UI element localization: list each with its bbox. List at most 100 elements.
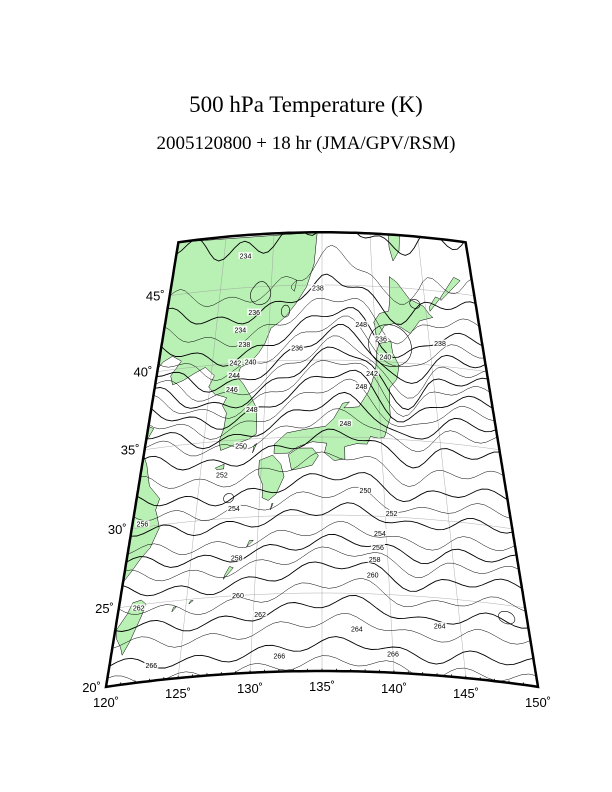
- contour-label: 266: [273, 653, 285, 660]
- contour-label-bg: [354, 320, 369, 328]
- contour-label-bg: [244, 405, 259, 413]
- contour-labels: 234 236 234 238 236 238 242 240 244 246 248 248 240 2…: [131, 252, 447, 670]
- isotherm: [140, 451, 504, 489]
- contour-label: 250: [235, 443, 247, 450]
- isotherm: [130, 502, 513, 537]
- parallel: [144, 436, 500, 450]
- isotherm: [124, 546, 519, 582]
- contour-label: 248: [356, 384, 368, 391]
- lon-tick-label: 130˚: [237, 681, 263, 696]
- contour-label: 244: [228, 373, 240, 380]
- isotherm: [156, 324, 486, 393]
- contour-label-bg: [358, 486, 373, 494]
- contour-label: 260: [232, 593, 244, 600]
- contour-label: 266: [145, 663, 157, 670]
- contour-label: 248: [355, 322, 367, 329]
- contour-label: 238: [239, 342, 251, 349]
- isotherm: [144, 408, 498, 457]
- contour-label: 234: [234, 327, 246, 334]
- contour-label-bg: [371, 543, 385, 551]
- isotherm: [109, 636, 534, 669]
- contour-label-bg: [144, 661, 159, 669]
- contour-label-bg: [310, 284, 325, 291]
- meridian: [369, 233, 395, 673]
- isotherm: [146, 391, 497, 450]
- contour-label-bg: [338, 419, 353, 427]
- isotherm: [136, 472, 508, 507]
- contour-label: 258: [369, 557, 381, 564]
- contour-label-bg: [354, 382, 369, 390]
- contour-label-bg: [234, 441, 249, 449]
- lon-tick-label: 125˚: [165, 686, 191, 701]
- lon-tick-label: 150˚: [525, 695, 551, 710]
- isotherm: [169, 244, 472, 307]
- isotherm: [155, 335, 487, 402]
- contour-label: 240: [245, 360, 257, 367]
- isotherm-loop: [498, 611, 516, 625]
- amami: [246, 539, 255, 547]
- contour-label-bg: [135, 520, 150, 528]
- contour-label-bg: [131, 604, 146, 612]
- contour-label: 234: [240, 254, 252, 261]
- isotherm: [154, 346, 488, 411]
- isotherm: [112, 613, 531, 649]
- tsushima: [252, 442, 258, 454]
- contour-label-bg: [243, 358, 258, 366]
- contour-label: 248: [339, 421, 351, 428]
- contour-label-bg: [224, 385, 239, 393]
- contour-label-bg: [229, 554, 244, 562]
- isotherm: [148, 378, 495, 440]
- contour-label: 262: [254, 612, 266, 619]
- lat-tick-label: 35˚: [121, 443, 140, 458]
- contour-label-bg: [378, 353, 393, 361]
- contour-label-bg: [365, 369, 379, 377]
- meridian: [177, 236, 227, 679]
- contour-label: 256: [372, 545, 384, 552]
- contour-label: 236: [291, 346, 303, 353]
- contour-label-bg: [367, 555, 382, 563]
- lon-tick-label: 140˚: [381, 681, 407, 696]
- contour-label: 236: [248, 310, 260, 317]
- contour-label-bg: [372, 529, 387, 537]
- contour-label: 242: [229, 361, 241, 368]
- contour-label-bg: [272, 652, 287, 659]
- contour-label: 238: [434, 341, 446, 348]
- contour-label-bg: [228, 359, 243, 367]
- lake-khanka: [291, 279, 298, 292]
- isotherm: [176, 232, 466, 262]
- isotherm: [107, 655, 537, 686]
- map-title: 500 hPa Temperature (K): [189, 92, 423, 117]
- map-frame: [104, 231, 540, 689]
- isotherm: [115, 595, 529, 632]
- contour-label: 254: [228, 506, 240, 513]
- miyako: [188, 600, 195, 605]
- contour-label-bg: [365, 571, 380, 579]
- contour-label-bg: [231, 591, 245, 599]
- contour-label: 248: [246, 407, 258, 414]
- isotherm: [153, 360, 491, 419]
- meridian: [249, 233, 275, 673]
- contour-label: 240: [380, 355, 392, 362]
- isotherm: [133, 486, 511, 522]
- contour-label-bg: [374, 335, 388, 342]
- map-subtitle: 2005120800 + 18 hr (JMA/GPV/RSM): [156, 133, 456, 154]
- contour-label-bg: [386, 650, 400, 657]
- isotherm-loop: [409, 299, 421, 309]
- temperature-contours: [107, 232, 537, 686]
- isotherm: [122, 561, 523, 597]
- isotherm-loop: [249, 281, 272, 306]
- contour-label: 266: [387, 651, 399, 658]
- isotherm: [142, 428, 500, 471]
- contour-label-bg: [349, 625, 364, 633]
- isotherm: [164, 297, 480, 347]
- lon-tick-label: 135˚: [309, 679, 335, 694]
- isotherm-loop: [280, 304, 291, 318]
- contour-label: 258: [231, 556, 243, 563]
- parallel: [157, 359, 487, 372]
- tanegashima: [270, 503, 274, 510]
- contour-label: 242: [366, 371, 378, 378]
- contour-label: 254: [374, 531, 386, 538]
- contour-label-bg: [214, 471, 229, 479]
- contour-label: 238: [312, 285, 324, 292]
- kunashir: [429, 296, 441, 312]
